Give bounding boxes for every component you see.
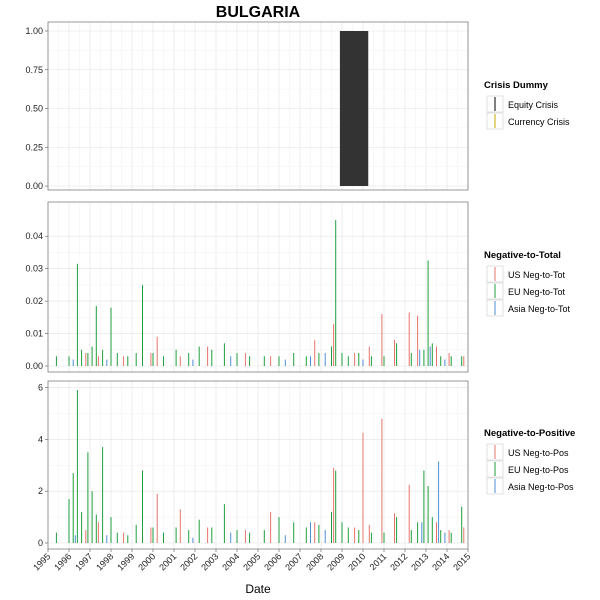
y-tick-label: 0.01 (25, 329, 43, 339)
legend-title: Negative-to-Total (484, 250, 561, 261)
crisis-bar (339, 31, 369, 186)
x-tick-label: 1999 (115, 551, 136, 572)
x-tick-label: 2009 (325, 551, 346, 572)
legend-label: Currency Crisis (508, 117, 570, 127)
series-asia-neg-to-tot (72, 346, 446, 366)
chart-title: BULGARIA (216, 4, 301, 21)
x-tick-label: 2002 (178, 551, 199, 572)
series-eu-neg-to-pos (55, 390, 463, 543)
y-tick-label: 0.50 (25, 104, 43, 114)
x-tick-label: 1997 (73, 551, 94, 572)
x-tick-label: 2007 (283, 551, 304, 572)
x-tick-label: 2000 (136, 551, 157, 572)
legend-label: US Neg-to-Pos (508, 448, 569, 458)
legend-label: Asia Neg-to-Tot (508, 304, 571, 314)
legend-negtot: Negative-to-Total US Neg-to-Tot EU Neg-to-… (484, 250, 571, 317)
series-asia-neg-to-pos (74, 461, 446, 543)
x-tick-label: 2008 (304, 551, 325, 572)
legends: Crisis Dummy Equity Crisis Currency Crisis… (484, 80, 575, 495)
y-tick-label: 1.00 (25, 26, 43, 36)
series-eu-neg-to-tot (55, 220, 463, 366)
x-tick-label: 2010 (346, 551, 367, 572)
x-tick-label: 2006 (262, 551, 283, 572)
x-tick-label: 2012 (388, 551, 409, 572)
x-tick-label: 2015 (451, 551, 472, 572)
y-tick-label: 0.03 (25, 264, 43, 274)
x-axis-label: Date (245, 582, 271, 596)
y-tick-label: 0.02 (25, 296, 43, 306)
x-tick-label: 1996 (52, 551, 73, 572)
y-tick-label: 0 (38, 538, 43, 548)
y-tick-label: 0.00 (25, 361, 43, 371)
y-tick-label: 0.04 (25, 231, 43, 241)
legend-negpos: Negative-to-Positive US Neg-to-Pos EU Neg-… (484, 428, 575, 495)
legend-label: Asia Neg-to-Pos (508, 482, 574, 492)
x-axis: 1995 1996 1997 1998 1999 2000 2001 2002 2003 2004… (31, 549, 472, 573)
panel-border (47, 21, 469, 191)
x-tick-label: 2003 (199, 551, 220, 572)
panel-negpos: 0 2 4 6 (38, 380, 469, 550)
legend-crisis: Crisis Dummy Equity Crisis Currency Crisis (484, 80, 570, 130)
y-tick-label: 2 (38, 486, 43, 496)
x-tick-label: 1998 (94, 551, 115, 572)
panel-border (47, 201, 469, 373)
legend-title: Negative-to-Positive (484, 428, 575, 439)
series-us-neg-to-pos (85, 418, 465, 543)
x-tick-label: 2013 (409, 551, 430, 572)
x-tick-label: 2001 (157, 551, 178, 572)
legend-label: EU Neg-to-Pos (508, 465, 569, 475)
y-tick-label: 0.25 (25, 142, 43, 152)
x-tick-label: 2011 (368, 551, 389, 572)
x-tick-label: 2005 (241, 551, 262, 572)
legend-title: Crisis Dummy (484, 80, 549, 91)
legend-label: Equity Crisis (508, 100, 559, 110)
y-tick-label: 0.00 (25, 181, 43, 191)
y-tick-label: 4 (38, 434, 43, 444)
panels: 0.00 0.25 0.50 0.75 1.00 0.00 0.01 0.02 0.03 0.04… (25, 21, 469, 550)
series-us-neg-to-tot (85, 312, 465, 366)
panel-crisis: 0.00 0.25 0.50 0.75 1.00 (25, 21, 469, 191)
x-tick-label: 2004 (220, 551, 241, 572)
y-tick-label: 0.75 (25, 65, 43, 75)
legend-label: US Neg-to-Tot (508, 270, 566, 280)
y-tick-label: 6 (38, 383, 43, 393)
x-tick-label: 1995 (31, 551, 52, 572)
panel-negtot: 0.00 0.01 0.02 0.03 0.04 (25, 201, 469, 373)
legend-label: EU Neg-to-Tot (508, 287, 566, 297)
x-tick-label: 2014 (430, 551, 451, 572)
